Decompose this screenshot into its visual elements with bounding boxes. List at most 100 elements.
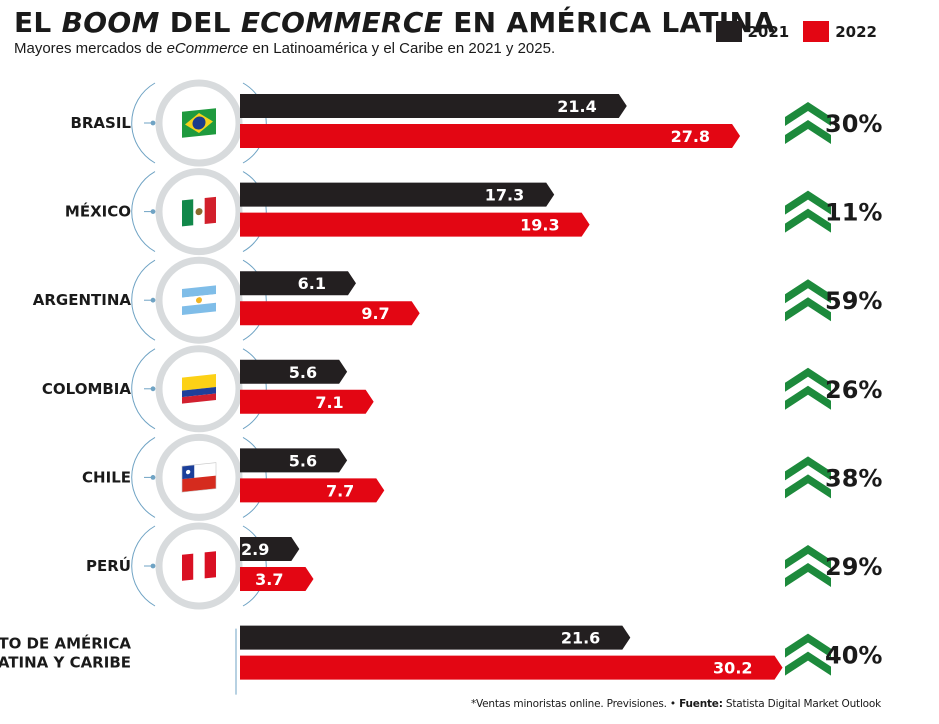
legend-item-2021: 2021: [715, 21, 790, 42]
flag-stripe-middle: [193, 552, 205, 580]
growth-chevron-upper: [785, 633, 831, 658]
guide-arc: [131, 348, 156, 430]
guide-arc-right: [242, 82, 267, 164]
category-label-line: COLOMBIA: [42, 380, 131, 398]
growth-chevron-lower: [785, 120, 831, 144]
guide-arc: [131, 436, 156, 518]
category-row-brasil: BRASIL 21.4 27.8 30%: [70, 79, 882, 167]
category-label-line: CHILE: [82, 468, 131, 486]
category-label-line: ARGENTINA: [33, 291, 132, 309]
growth-label: 30%: [825, 110, 882, 138]
brazil-flag-icon: [182, 108, 216, 138]
argentina-flag-icon: [182, 285, 216, 315]
guide-dot: [150, 297, 156, 303]
bar-2021: [240, 537, 300, 561]
flag-stripe-top: [182, 285, 216, 298]
legend-label-2021: 2021: [747, 22, 790, 41]
category-label-line: MÉXICO: [65, 202, 131, 221]
bar-2022: [240, 655, 783, 680]
guide-arc: [131, 259, 156, 341]
flag-emblem: [195, 208, 203, 216]
guide-arc: [131, 82, 156, 164]
bar-2022: [240, 389, 374, 414]
legend: 2021 2022: [715, 21, 877, 42]
legend-swatch-2022: [803, 21, 830, 42]
bar-2021: [240, 271, 356, 296]
guide-arc: [131, 525, 156, 607]
legend-item-2022: 2022: [803, 21, 877, 42]
growth-arrow-icon: [785, 456, 831, 499]
category-label-line: RESTO DE AMÉRICA: [0, 634, 131, 653]
category-label: MÉXICO: [65, 202, 131, 221]
bar-2022: [240, 212, 590, 237]
category-label-line: LATINA Y CARIBE: [0, 654, 131, 672]
guide-arc-right: [242, 171, 267, 253]
category-label: COLOMBIA: [42, 380, 131, 398]
value-label-2021: 21.4: [557, 97, 596, 116]
growth-chevron-lower: [785, 297, 831, 322]
guide-dot: [150, 475, 156, 480]
category-row-chile: CHILE 5.6 7.7 38%: [82, 433, 882, 521]
flag-stripe-red: [182, 393, 216, 404]
bar-2022: [240, 124, 741, 148]
category-label: BRASIL: [70, 114, 131, 132]
category-row-colombia: COLOMBIA 5.6 7.1 26%: [42, 345, 882, 433]
bar-2021: [240, 94, 627, 118]
growth-label: 40%: [825, 642, 882, 670]
bar-2022: [240, 478, 385, 503]
guide-dot: [150, 386, 156, 392]
colombia-flag-icon: [182, 374, 216, 404]
growth-label: 59%: [825, 287, 882, 315]
category-label-line: PERÚ: [86, 556, 131, 575]
growth-chevron-lower: [785, 385, 831, 410]
growth-chevron-upper: [785, 456, 831, 481]
footnote: *Ventas minoristas online. Previsiones. …: [470, 698, 881, 710]
bar-2021: [240, 625, 631, 650]
growth-chevron-upper: [785, 190, 831, 215]
flag-stripe-blue: [182, 387, 216, 398]
flag-stripe-green: [182, 199, 194, 227]
guide-arc-right: [242, 525, 267, 607]
value-label-2021: 21.6: [561, 629, 600, 648]
guide-dot: [150, 563, 156, 569]
growth-arrow-icon: [785, 279, 831, 322]
guide-arc: [131, 171, 156, 253]
growth-arrow-icon: [785, 190, 831, 233]
bar-2022: [240, 301, 420, 326]
growth-label: 38%: [825, 464, 882, 492]
growth-chevron-lower: [785, 474, 831, 499]
flag-stripe-bottom: [182, 302, 216, 315]
flag-globe: [192, 116, 206, 130]
bar-2021: [240, 182, 555, 207]
category-row-argentina: ARGENTINA 6.1 9.7 59%: [33, 256, 882, 344]
guide-arc-right: [242, 259, 267, 341]
legend-swatch-2021: [715, 21, 742, 42]
value-label-2022: 9.7: [361, 304, 389, 323]
guide-dot: [150, 209, 156, 215]
bar-2022: [240, 567, 314, 591]
flag-stripe-red: [182, 475, 216, 493]
category-label: PERÚ: [86, 556, 131, 575]
flag-sun: [196, 297, 202, 304]
value-label-2022: 27.8: [671, 127, 710, 146]
value-label-2021: 2.9: [241, 540, 269, 559]
value-label-2021: 6.1: [298, 274, 326, 293]
flag-stripe-yellow: [182, 374, 216, 391]
category-row-mexico: MÉXICO 17.3 19.3 11%: [65, 168, 882, 256]
growth-arrow-icon: [785, 545, 831, 587]
legend-label-2022: 2022: [835, 22, 877, 41]
page-subtitle: Mayores mercados de eCommerce en Latinoa…: [14, 40, 556, 57]
growth-label: 11%: [825, 199, 882, 227]
growth-label: 29%: [825, 553, 882, 581]
mexico-flag-icon: [182, 196, 217, 227]
growth-arrow-icon: [785, 102, 831, 144]
value-label-2022: 7.1: [315, 393, 343, 412]
value-label-2021: 5.6: [289, 363, 317, 382]
growth-chevron-upper: [785, 279, 831, 304]
flag-stripe-red: [204, 196, 217, 225]
growth-chevron-upper: [785, 367, 831, 392]
growth-chevron-lower: [785, 563, 831, 587]
category-row-peru: PERÚ 2.9 3.7 29%: [86, 522, 882, 610]
